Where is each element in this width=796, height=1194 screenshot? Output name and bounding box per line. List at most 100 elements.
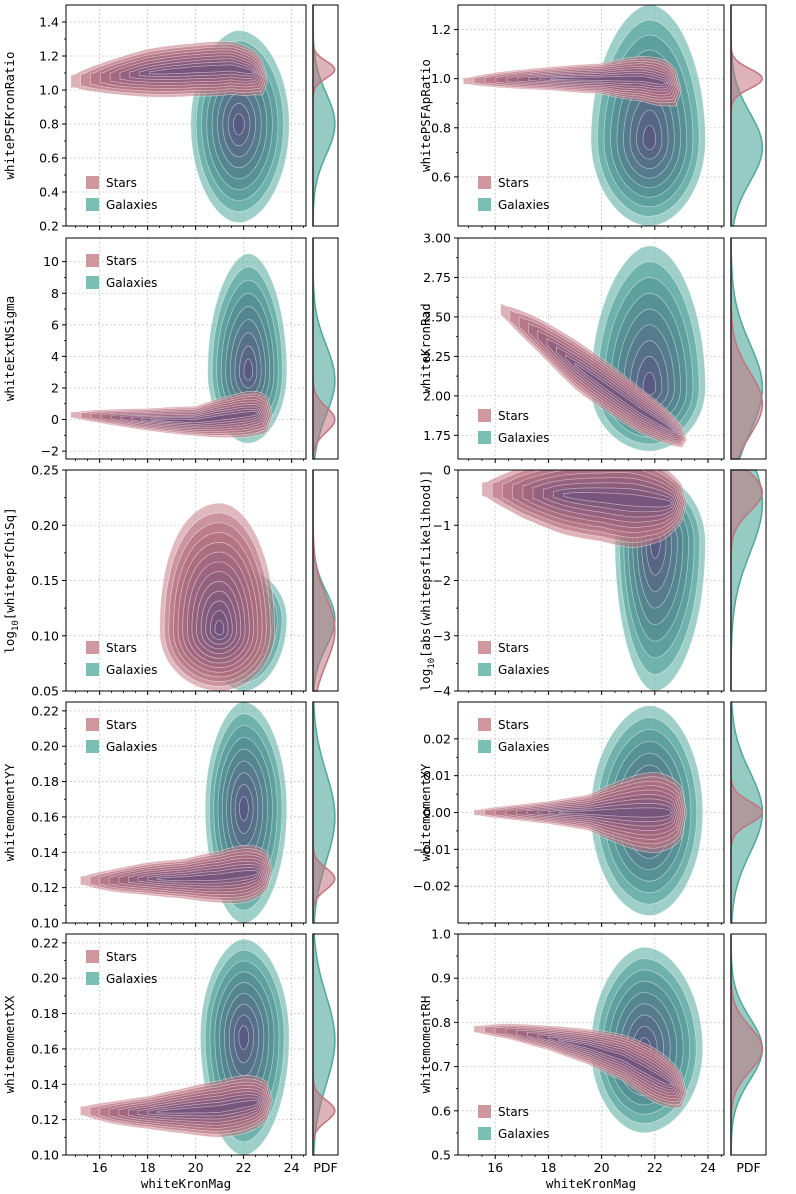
y-tick-label: −4 [433, 684, 451, 699]
y-axis-label-rest: [whitepsfChiSq] [2, 507, 17, 620]
legend-galaxies-swatch [478, 431, 491, 444]
contours [481, 470, 706, 691]
legend-stars-swatch [478, 641, 491, 654]
y-axis-label: whitemomentXY [418, 763, 433, 861]
y-tick-label: 0.20 [31, 518, 59, 533]
y-axis-label-sub: 10 [427, 658, 437, 669]
x-tick-label: 20 [594, 1160, 610, 1175]
pdf-axes-frame-outline [312, 933, 339, 1156]
stars-contour [526, 1031, 678, 1094]
y-axis-label: whitemomentXX [2, 995, 17, 1093]
stars-contour [156, 1100, 260, 1114]
legend-stars-label: Stars [498, 409, 529, 423]
stars-contour [550, 75, 667, 85]
stars-contour [548, 1036, 674, 1088]
contours [500, 245, 706, 452]
legend-stars-label: Stars [106, 176, 137, 190]
legend-galaxies-swatch [86, 276, 99, 289]
y-tick-label: 0.00 [423, 805, 451, 820]
stars-contour [214, 620, 225, 636]
main-axes-frame [457, 237, 725, 460]
legend-stars-swatch [86, 718, 99, 731]
y-tick-label: 4 [51, 349, 59, 364]
main-axes-frame [65, 237, 307, 460]
y-tick-label: 0.22 [31, 935, 59, 950]
stars-contour [558, 807, 673, 818]
y-tick-label: 1.2 [39, 49, 59, 64]
y-tick-label: 0.4 [39, 185, 59, 200]
y-tick-label: 0.18 [31, 1006, 59, 1021]
y-tick-label: −3 [433, 628, 451, 643]
x-tick-label: 16 [487, 1160, 503, 1175]
y-tick-label: 2 [51, 380, 59, 395]
y-tick-label: 0.10 [31, 1148, 59, 1163]
legend-stars-label: Stars [498, 641, 529, 655]
legend-stars-swatch [478, 718, 491, 731]
contours [80, 702, 288, 923]
contours [70, 253, 288, 444]
legend-stars-swatch [86, 176, 99, 189]
y-tick-label: 0.20 [31, 739, 59, 754]
legend-galaxies-label: Galaxies [498, 198, 549, 212]
legend-galaxies-label: Galaxies [106, 198, 157, 212]
y-tick-label: −0.01 [413, 842, 451, 857]
x-tick-label: 22 [236, 1160, 252, 1175]
pdf-axes-frame-outline [312, 701, 339, 924]
y-tick-label: 0.16 [31, 809, 59, 824]
stars-contour [516, 1030, 680, 1097]
y-tick-label: 8 [51, 286, 59, 301]
y-tick-label: 0 [51, 412, 59, 427]
stars-contour [156, 869, 260, 882]
legend-stars-swatch [86, 254, 99, 267]
y-tick-label: 0.2 [39, 219, 59, 234]
panel-momentyy: 0.10 0.12 0.14 0.16 0.18 0.20 0.22 whitemomentY… [2, 701, 339, 931]
legend-stars-swatch [478, 176, 491, 189]
stars-contour [151, 411, 259, 424]
y-tick-label: 0.16 [31, 1041, 59, 1056]
legend-stars-swatch [478, 1105, 491, 1118]
y-tick-label: 0.05 [31, 684, 59, 699]
legend-galaxies-swatch [478, 740, 491, 753]
contours [80, 938, 290, 1155]
pdf-axes-frame-outline [730, 933, 767, 1156]
panel-momentxy: −0.02 −0.01 0.00 0.01 0.02 whitemomentXY Stars… [413, 701, 767, 927]
x-tick-label: 24 [700, 1160, 716, 1175]
pdf-axes-frame-outline [312, 4, 339, 227]
legend-galaxies-swatch [478, 663, 491, 676]
legend-galaxies-label: Galaxies [106, 740, 157, 754]
legend-galaxies-swatch [86, 740, 99, 753]
galaxies-contour [233, 113, 245, 136]
y-tick-label: 0.6 [431, 1103, 451, 1118]
y-tick-label: 6 [51, 317, 59, 332]
y-tick-label: 0.10 [31, 628, 59, 643]
stars-contour [574, 362, 675, 432]
y-tick-label: 1.0 [39, 83, 59, 98]
x-tick-label: 20 [188, 1160, 204, 1175]
stars-contour [537, 1034, 676, 1091]
y-axis-label: whiteExtNSigma [2, 296, 17, 401]
main-axes-frame [65, 933, 307, 1156]
y-tick-label: −2 [433, 573, 451, 588]
y-axis-label: whitePSFKronRatio [2, 52, 17, 180]
y-axis-label-sub: 10 [11, 620, 21, 631]
stars-contour [505, 1028, 682, 1100]
legend-galaxies-swatch [86, 972, 99, 985]
y-tick-label: 2.00 [423, 388, 451, 403]
main-axes-frame [65, 4, 307, 227]
panel-psfkron: 0.2 0.4 0.6 0.8 1.0 1.2 1.4 whitePSFKronRatio St… [2, 4, 339, 234]
stars-contour [149, 64, 255, 75]
y-axis-label: whitemomentRH [418, 996, 433, 1094]
legend-galaxies-label: Galaxies [498, 1127, 549, 1141]
pdf-axes-frame-outline [730, 469, 767, 692]
y-tick-label: 2.50 [423, 309, 451, 324]
stars-contour [494, 1026, 684, 1103]
y-tick-label: 10 [43, 254, 59, 269]
legend-galaxies-swatch [86, 663, 99, 676]
y-tick-label: 0 [443, 463, 451, 478]
x-axis-label: whiteKronMag [546, 1176, 636, 1191]
panel-extnsigma: −2 0 2 4 6 8 10 whiteExtNSigma Stars Galaxies [2, 237, 339, 463]
y-axis-label: whiteKronRad [418, 303, 433, 393]
pdf-axes-frame-outline [730, 4, 767, 227]
y-tick-label: 0.02 [423, 731, 451, 746]
